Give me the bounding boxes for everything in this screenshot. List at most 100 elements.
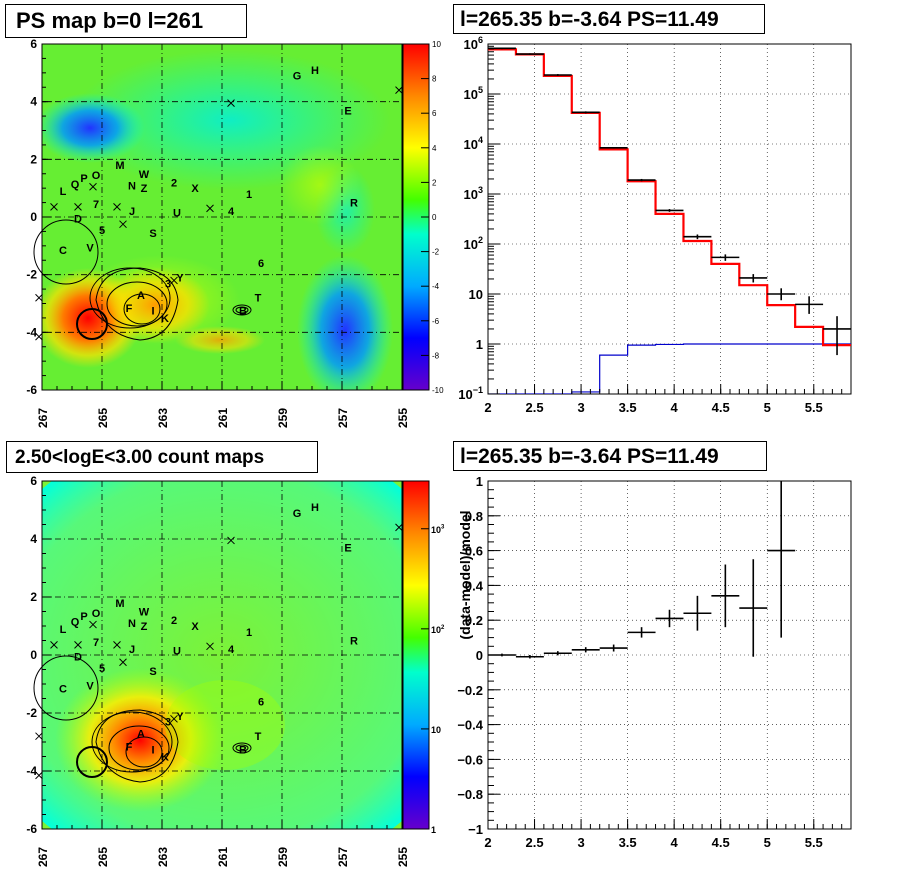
source-cross xyxy=(50,203,58,211)
x-tick-label: 4.5 xyxy=(712,835,730,850)
cross-stroke xyxy=(74,640,82,649)
spectrum-series xyxy=(488,47,851,394)
data-point xyxy=(515,53,544,55)
cross-stroke xyxy=(206,204,214,213)
count-map-grid xyxy=(41,480,403,830)
count-map-colorbar xyxy=(402,480,430,830)
data-point xyxy=(655,209,684,212)
cross-stroke xyxy=(89,620,97,629)
source-label: J xyxy=(129,644,135,656)
spectrum-panel: 2 2.5 3 3.5 4 4.5 5 5.5 10−1 1 10 102 103 104 105 106 xyxy=(458,35,852,415)
x-tick-label: 261 xyxy=(216,847,230,867)
y-tick-label: -6 xyxy=(26,383,37,397)
source-cross xyxy=(89,182,97,191)
source-label: 3 xyxy=(165,717,171,729)
x-tick-label: 267 xyxy=(36,408,50,428)
colorbar-tick-label: 102 xyxy=(431,625,445,635)
x-tick-label: 255 xyxy=(396,408,410,428)
source-label: I xyxy=(151,306,154,318)
colorbar-tick-label: 10 xyxy=(431,725,441,735)
cross-stroke xyxy=(227,99,235,107)
x-tick-label: 5.5 xyxy=(805,400,823,415)
source-cross xyxy=(227,99,235,107)
colorbar-tick-label: 8 xyxy=(432,75,437,84)
ps-map-title: PS map b=0 l=261 xyxy=(5,4,247,38)
y-tick-label: −0.8 xyxy=(457,787,483,802)
x-tick-label: 2 xyxy=(484,400,491,415)
source-label: 4 xyxy=(228,206,235,218)
colorbar-tick-label: -6 xyxy=(432,317,440,326)
source-cross xyxy=(395,86,403,94)
source-label: F xyxy=(126,741,133,753)
x-tick-label: 2.5 xyxy=(525,400,543,415)
cross-stroke xyxy=(170,714,178,723)
source-label: 4 xyxy=(228,644,235,656)
cross-stroke xyxy=(113,640,121,649)
source-label: H xyxy=(311,65,319,77)
y-tick-label: 104 xyxy=(464,135,483,152)
data-point xyxy=(823,316,851,356)
x-tick-label: 4 xyxy=(671,400,679,415)
x-tick-label: 259 xyxy=(276,847,290,867)
x-tick-label: 3.5 xyxy=(619,835,637,850)
data-point xyxy=(711,564,740,628)
source-cross xyxy=(113,203,121,211)
x-tick-label: 257 xyxy=(336,408,350,428)
x-tick-label: 265 xyxy=(96,847,110,867)
source-label: Y xyxy=(176,711,184,723)
colorbar-tick-label: 1 xyxy=(431,825,436,835)
residual-y-axis-label: (data-model)/model xyxy=(457,510,473,639)
source-cross xyxy=(206,642,214,651)
source-label: 6 xyxy=(258,258,264,270)
cross-stroke xyxy=(395,86,403,94)
source-label: N xyxy=(128,180,136,192)
ps-map-image xyxy=(42,44,402,390)
data-point xyxy=(627,178,656,182)
source-label: E xyxy=(344,105,351,117)
source-cross xyxy=(35,332,43,341)
colorbar-tick-label: 103 xyxy=(431,525,445,535)
cross-stroke xyxy=(89,182,97,191)
x-tick-label: 257 xyxy=(336,847,350,867)
x-tick-label: 2 xyxy=(484,835,491,850)
source-label: 6 xyxy=(258,696,264,708)
spectrum-title: l=265.35 b=-3.64 PS=11.49 xyxy=(453,4,765,34)
source-cross xyxy=(74,640,82,649)
y-tick-label: 0 xyxy=(476,648,483,663)
x-tick-label: 5 xyxy=(764,835,771,850)
cross-stroke xyxy=(50,203,58,211)
x-tick-label: 265 xyxy=(96,408,110,428)
x-tick-label: 5 xyxy=(764,400,771,415)
source-cross xyxy=(35,293,43,302)
spectrum-axes: 2 2.5 3 3.5 4 4.5 5 5.5 10−1 1 10 102 103 104 105 106 xyxy=(458,35,852,415)
data-point xyxy=(571,647,600,653)
y-tick-label: -2 xyxy=(26,706,37,720)
source-label: 5 xyxy=(99,663,105,675)
x-tick-label: 255 xyxy=(396,847,410,867)
x-tick-label: 259 xyxy=(276,408,290,428)
data-point xyxy=(599,644,628,652)
colorbar-tick-label: 2 xyxy=(432,178,437,187)
source-label: L xyxy=(60,624,67,636)
colorbar-tick-label: 4 xyxy=(432,144,437,153)
source-label: O xyxy=(92,170,101,182)
source-label: T xyxy=(255,731,262,743)
data-point xyxy=(795,296,824,314)
source-label: V xyxy=(86,242,94,254)
cross-stroke xyxy=(119,658,127,667)
data-point xyxy=(655,609,684,628)
data-point xyxy=(488,47,516,50)
colorbar-tick-label: -8 xyxy=(432,351,440,360)
source-label: 7 xyxy=(93,199,99,211)
source-label: I xyxy=(151,744,154,756)
source-label: 1 xyxy=(246,189,252,201)
source-label: X xyxy=(191,621,199,633)
source-label: L xyxy=(60,186,67,198)
source-label: M xyxy=(115,598,124,610)
source-label: R xyxy=(350,636,358,648)
x-tick-label: 2.5 xyxy=(525,835,543,850)
source-label: B xyxy=(239,744,247,756)
